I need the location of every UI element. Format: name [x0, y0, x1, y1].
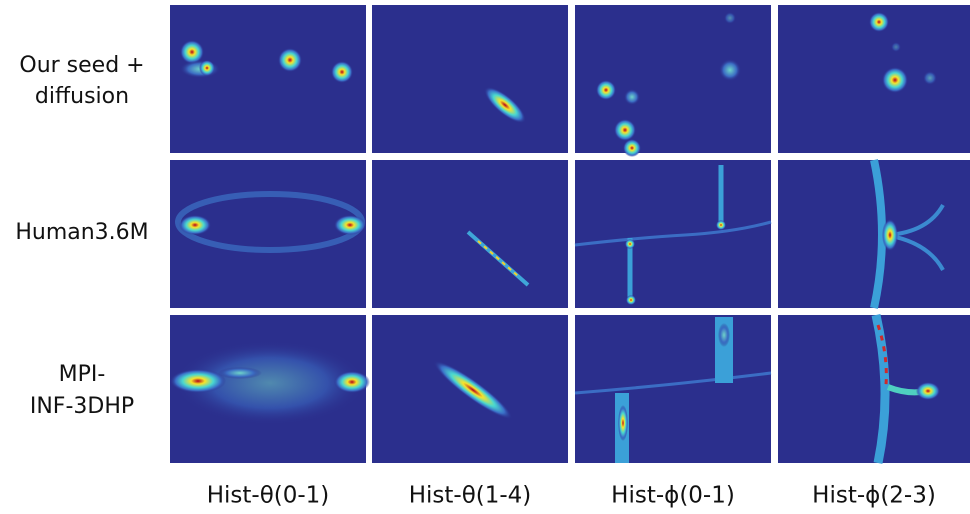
heatmap [778, 5, 970, 153]
heatmap [372, 315, 568, 463]
column-label: Hist-ϕ(0-1) [611, 483, 735, 509]
heatmap [170, 160, 366, 308]
column-label: Hist-θ(0-1) [207, 483, 330, 509]
column-label: Hist-θ(1-4) [409, 483, 532, 509]
heatmap [574, 160, 772, 308]
column-label: Hist-ϕ(2-3) [812, 483, 936, 509]
row-label: diffusion [35, 84, 129, 109]
heatmap [778, 159, 970, 309]
row-label: MPI- [59, 362, 106, 387]
heatmap [372, 5, 568, 153]
heatmap [575, 5, 771, 157]
row-label: Our seed + [19, 53, 144, 78]
heatmap [170, 315, 370, 463]
heatmap [778, 314, 970, 464]
heatmap [170, 5, 366, 153]
row-label: INF-3DHP [30, 394, 134, 419]
row-label: Human3.6M [15, 220, 148, 245]
heatmap [574, 315, 772, 463]
heatmap [372, 160, 568, 308]
